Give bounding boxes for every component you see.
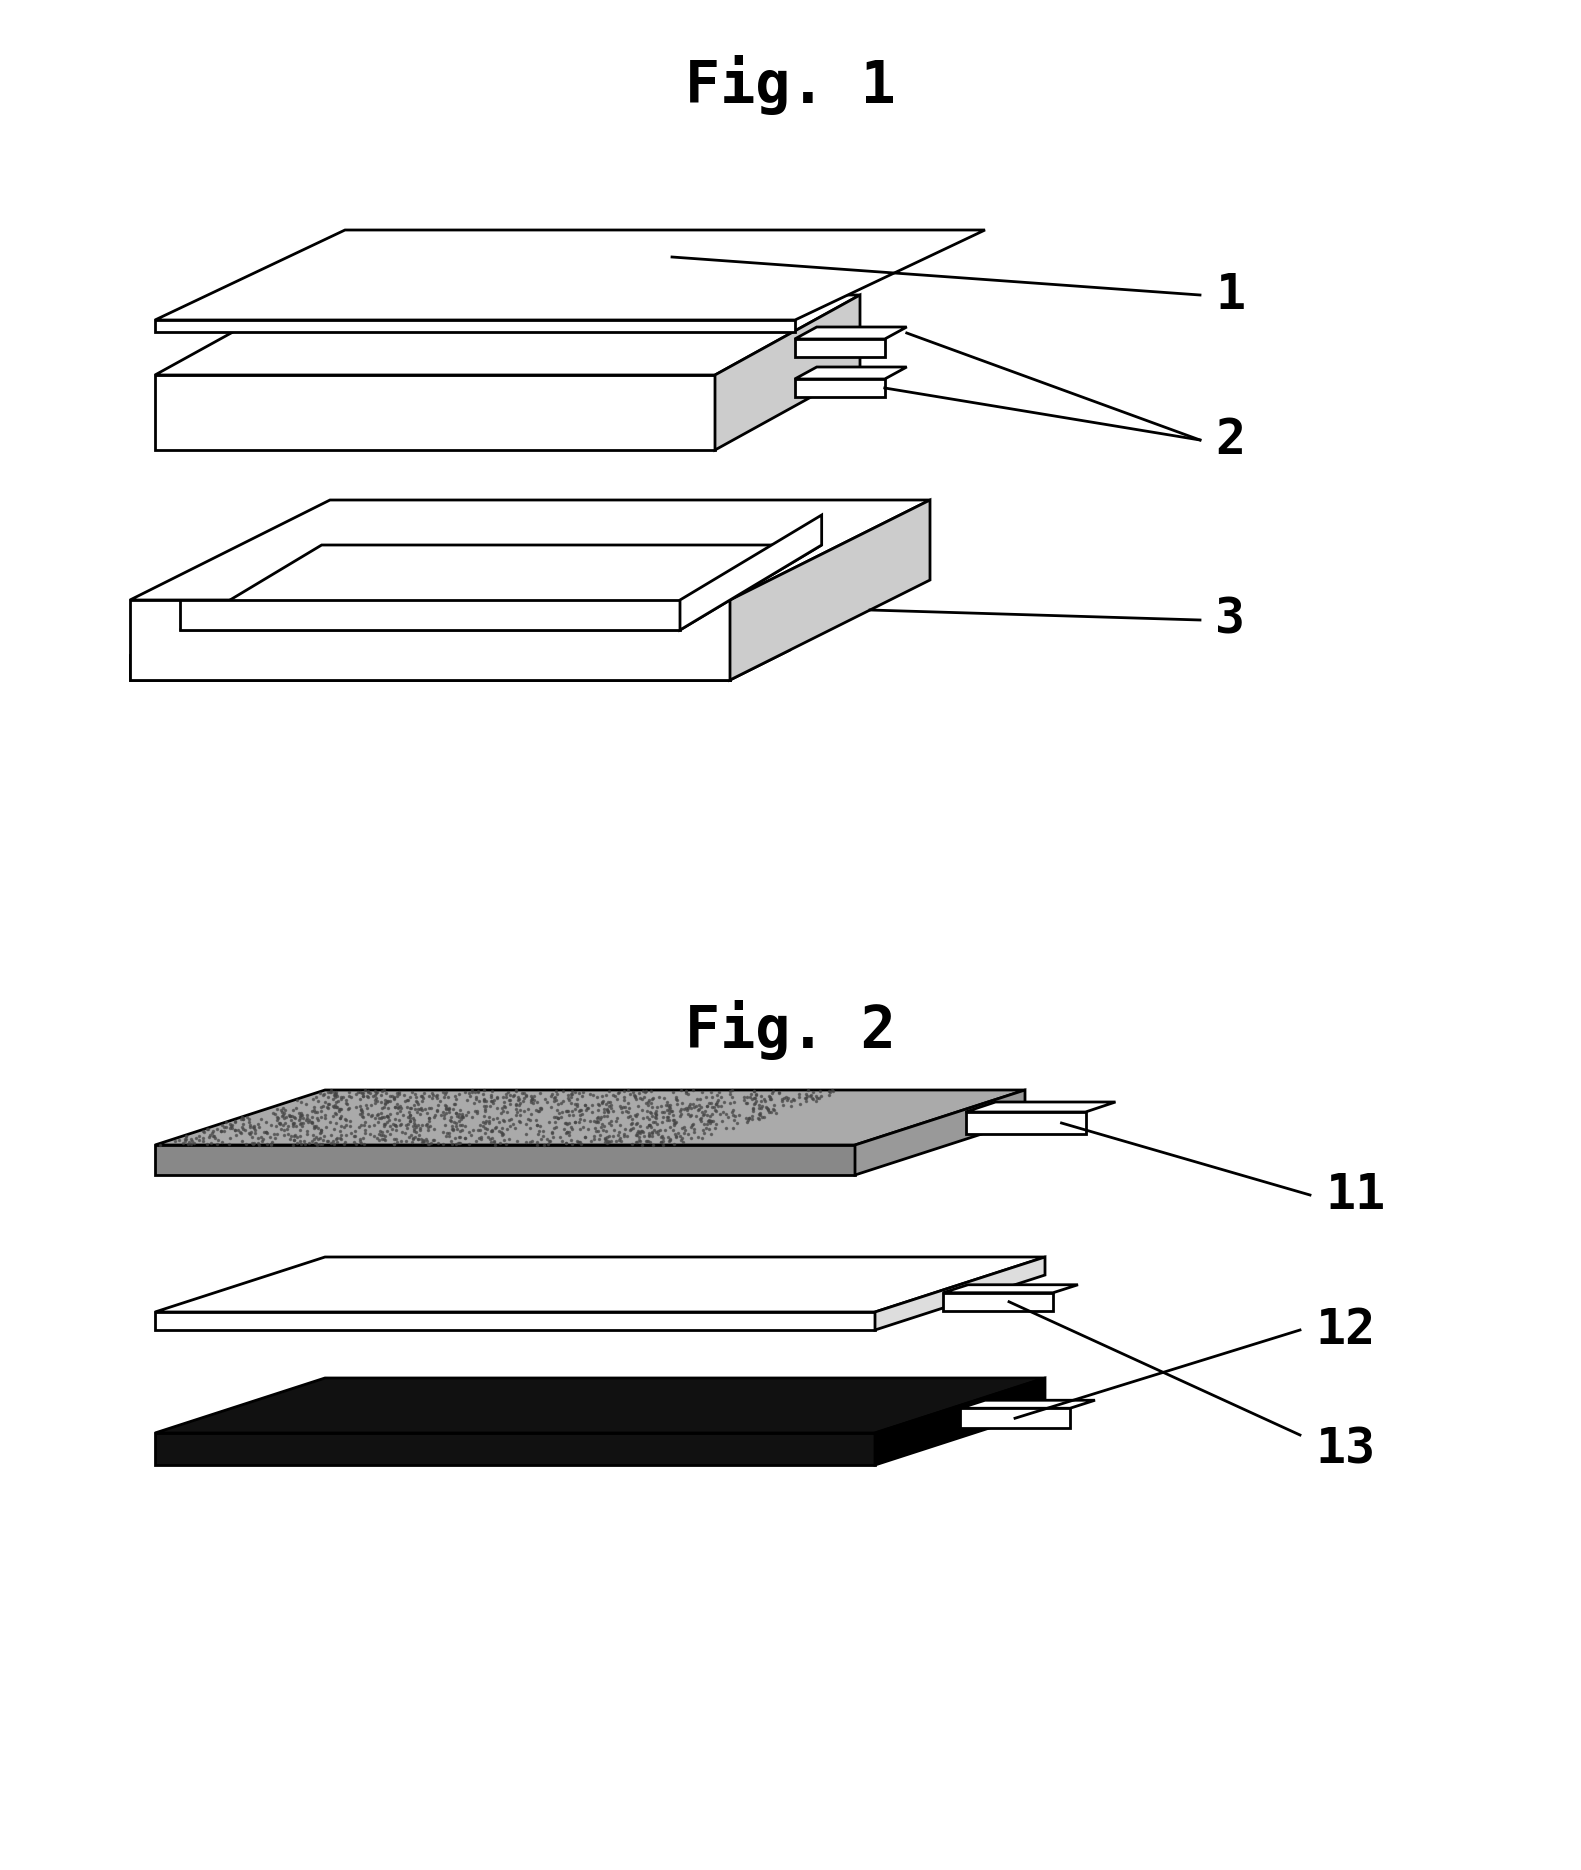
Polygon shape: [155, 295, 860, 376]
Polygon shape: [130, 600, 730, 681]
Polygon shape: [960, 1401, 1096, 1408]
Text: Fig. 1: Fig. 1: [685, 54, 895, 114]
Text: 13: 13: [1315, 1427, 1375, 1474]
Polygon shape: [155, 1432, 874, 1464]
Polygon shape: [795, 327, 907, 338]
Polygon shape: [155, 1313, 874, 1330]
Polygon shape: [960, 1408, 1070, 1429]
Polygon shape: [795, 367, 907, 380]
Text: Fig. 2: Fig. 2: [685, 1000, 895, 1060]
Polygon shape: [680, 514, 822, 630]
Polygon shape: [715, 295, 860, 451]
Polygon shape: [155, 1144, 855, 1174]
Polygon shape: [966, 1113, 1086, 1133]
Polygon shape: [795, 338, 885, 357]
Text: 1: 1: [1216, 271, 1246, 320]
Polygon shape: [155, 230, 985, 320]
Polygon shape: [730, 625, 790, 681]
Text: 3: 3: [1216, 597, 1246, 643]
Polygon shape: [180, 544, 822, 630]
Polygon shape: [942, 1285, 1078, 1292]
Text: 2: 2: [1216, 415, 1246, 464]
Polygon shape: [874, 1257, 1045, 1330]
Polygon shape: [730, 499, 930, 681]
Polygon shape: [855, 1090, 1024, 1174]
Polygon shape: [155, 1090, 1024, 1144]
Polygon shape: [155, 376, 715, 451]
Polygon shape: [942, 1292, 1053, 1311]
Polygon shape: [155, 320, 795, 333]
Polygon shape: [155, 1378, 1045, 1432]
Polygon shape: [130, 499, 930, 600]
Polygon shape: [180, 600, 680, 630]
Polygon shape: [966, 1101, 1116, 1113]
Text: 12: 12: [1315, 1305, 1375, 1354]
Polygon shape: [130, 654, 730, 681]
Polygon shape: [874, 1378, 1045, 1464]
Text: 11: 11: [1325, 1171, 1385, 1219]
Polygon shape: [155, 1257, 1045, 1313]
Polygon shape: [795, 380, 885, 396]
